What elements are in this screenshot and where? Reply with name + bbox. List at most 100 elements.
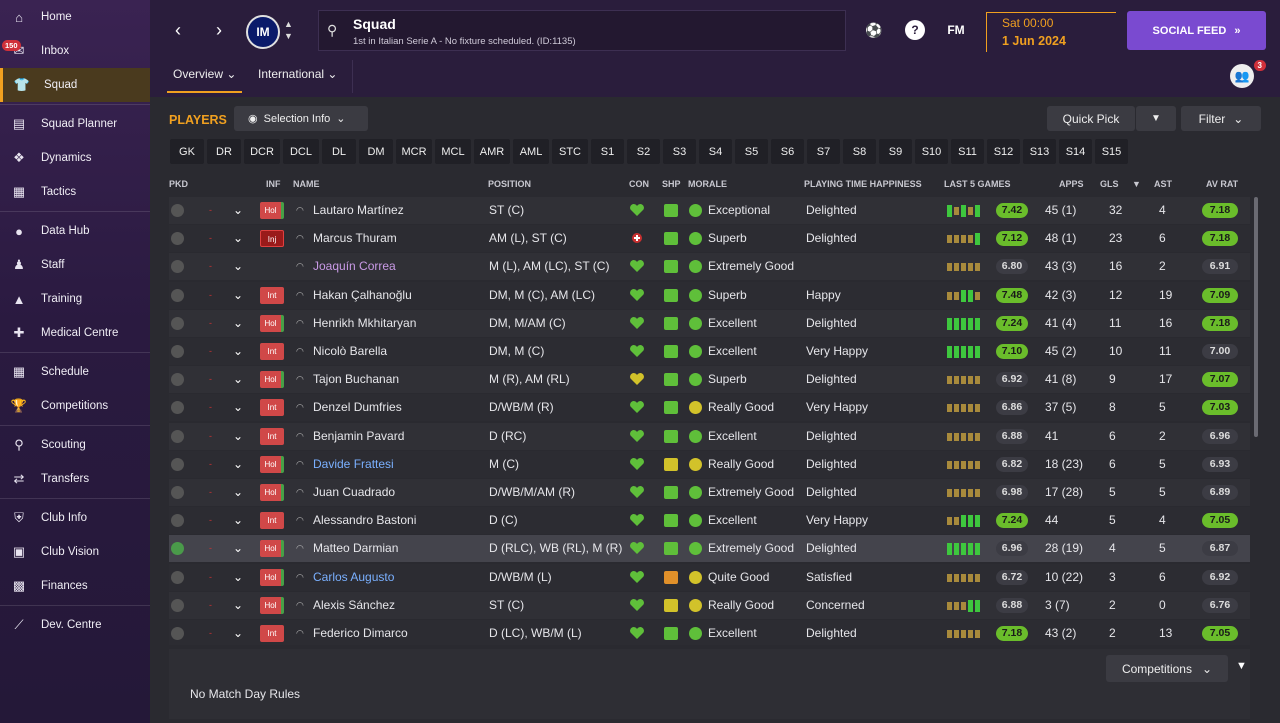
player-name[interactable]: Benjamin Pavard: [313, 428, 405, 443]
player-name[interactable]: Marcus Thuram: [313, 231, 397, 246]
position-filter-s11[interactable]: S11: [951, 139, 984, 164]
table-row[interactable]: - ⌄ Hol ◠ Tajon Buchanan M (R), AM (RL) Superb…: [169, 366, 1250, 394]
player-name[interactable]: Nicolò Barella: [313, 344, 388, 358]
picked-indicator[interactable]: [171, 457, 184, 471]
quick-pick-button[interactable]: Quick Pick: [1047, 106, 1135, 131]
position-filter-dl[interactable]: DL: [322, 139, 356, 164]
row-chevron-down-icon[interactable]: ⌄: [233, 541, 244, 556]
table-row[interactable]: - ⌄ Hol ◠ Davide Frattesi M (C) Really Good Del…: [169, 450, 1250, 478]
sidebar-item-dynamics[interactable]: ❖ Dynamics: [0, 141, 150, 175]
col-playing-time-happiness[interactable]: PLAYING TIME HAPPINESS: [804, 179, 922, 189]
help-icon[interactable]: ?: [905, 20, 925, 40]
position-filter-dm[interactable]: DM: [359, 139, 393, 164]
table-row[interactable]: - ⌄ Inj ◠ Marcus Thuram AM (L), ST (C) Superb D…: [169, 225, 1250, 253]
picked-indicator[interactable]: [171, 627, 184, 640]
col-morale[interactable]: MORALE: [688, 179, 727, 189]
position-filter-s8[interactable]: S8: [843, 139, 876, 164]
position-filter-s9[interactable]: S9: [879, 139, 912, 164]
table-row[interactable]: - ⌄ Int ◠ Federico Dimarco D (LC), WB/M (L) Ex…: [169, 620, 1250, 645]
row-chevron-down-icon[interactable]: ⌄: [233, 372, 244, 387]
row-chevron-down-icon[interactable]: ⌄: [233, 287, 244, 302]
position-filter-mcr[interactable]: MCR: [396, 139, 432, 164]
col-gls[interactable]: GLS: [1100, 179, 1119, 189]
sidebar-item-finances[interactable]: ▩ Finances: [0, 569, 150, 603]
sidebar-item-schedule[interactable]: ▦ Schedule: [0, 355, 150, 389]
sidebar-item-squad[interactable]: 👕 Squad: [0, 68, 150, 102]
position-filter-s15[interactable]: S15: [1095, 139, 1128, 164]
col-inf[interactable]: INF: [266, 179, 281, 189]
col-ast[interactable]: AST: [1154, 179, 1172, 189]
position-filter-dcl[interactable]: DCL: [283, 139, 319, 164]
row-chevron-down-icon[interactable]: ⌄: [233, 597, 244, 612]
position-filter-s10[interactable]: S10: [915, 139, 948, 164]
col-last5[interactable]: LAST 5 GAMES: [944, 179, 1011, 189]
notifications-icon[interactable]: 👥: [1230, 64, 1254, 88]
position-filter-s14[interactable]: S14: [1059, 139, 1092, 164]
expand-chevron-down-icon[interactable]: ▼: [1236, 660, 1247, 672]
table-row[interactable]: - ⌄ ◠ Joaquín Correa M (L), AM (LC), ST (C) E…: [169, 253, 1250, 281]
col-av-rat[interactable]: AV RAT: [1206, 179, 1239, 189]
position-filter-aml[interactable]: AML: [513, 139, 549, 164]
filter-button[interactable]: Filter ⌄: [1181, 106, 1261, 131]
row-chevron-down-icon[interactable]: ⌄: [233, 231, 244, 246]
position-filter-amr[interactable]: AMR: [474, 139, 510, 164]
table-scrollbar[interactable]: [1254, 197, 1258, 437]
back-button[interactable]: ‹: [175, 20, 181, 40]
table-row[interactable]: - ⌄ Hol ◠ Lautaro Martínez ST (C) Exceptional D…: [169, 197, 1250, 224]
date-display[interactable]: Sat 00:00 1 Jun 2024: [986, 12, 1116, 52]
club-switch-arrows-icon[interactable]: ▲ ▼: [284, 19, 293, 41]
row-chevron-down-icon[interactable]: ⌄: [233, 626, 244, 640]
position-filter-dr[interactable]: DR: [207, 139, 241, 164]
player-name[interactable]: Hakan Çalhanoğlu: [313, 287, 412, 302]
position-filter-s5[interactable]: S5: [735, 139, 768, 164]
picked-indicator[interactable]: [171, 232, 184, 246]
player-name[interactable]: Henrikh Mkhitaryan: [313, 315, 417, 330]
club-badge-icon[interactable]: IM: [246, 15, 280, 49]
picked-indicator[interactable]: [171, 401, 184, 415]
table-row[interactable]: - ⌄ Int ◠ Benjamin Pavard D (RC) Excellent Deli…: [169, 422, 1250, 450]
table-row[interactable]: - ⌄ Hol ◠ Carlos Augusto D/WB/M (L) Quite Good…: [169, 563, 1250, 591]
col-pkd[interactable]: PKD: [169, 179, 189, 189]
player-name[interactable]: Federico Dimarco: [313, 626, 408, 640]
row-chevron-down-icon[interactable]: ⌄: [233, 569, 244, 584]
player-name[interactable]: Joaquín Correa: [313, 259, 396, 274]
row-chevron-down-icon[interactable]: ⌄: [233, 400, 244, 415]
position-filter-s7[interactable]: S7: [807, 139, 840, 164]
position-filter-s13[interactable]: S13: [1023, 139, 1056, 164]
picked-indicator[interactable]: [171, 316, 184, 330]
sidebar-item-tactics[interactable]: ▦ Tactics: [0, 175, 150, 209]
table-row[interactable]: - ⌄ Hol ◠ Juan Cuadrado D/WB/M/AM (R) Extremel…: [169, 479, 1250, 506]
player-name[interactable]: Alessandro Bastoni: [313, 513, 417, 528]
row-chevron-down-icon[interactable]: ⌄: [233, 259, 244, 274]
table-row[interactable]: - ⌄ Hol ◠ Henrikh Mkhitaryan DM, M/AM (C) Exce…: [169, 309, 1250, 337]
position-filter-s1[interactable]: S1: [591, 139, 624, 164]
picked-indicator[interactable]: [171, 514, 184, 528]
row-chevron-down-icon[interactable]: ⌄: [233, 428, 244, 443]
table-row[interactable]: - ⌄ Int ◠ Denzel Dumfries D/WB/M (R) Really Go…: [169, 394, 1250, 422]
quick-pick-chevron-down-icon[interactable]: ▼: [1136, 106, 1176, 131]
player-name[interactable]: Tajon Buchanan: [313, 372, 400, 387]
player-name[interactable]: Lautaro Martínez: [313, 203, 404, 217]
row-chevron-down-icon[interactable]: ⌄: [233, 344, 244, 358]
picked-indicator[interactable]: [171, 542, 184, 556]
trophy-globe-icon[interactable]: ⚽: [865, 22, 883, 38]
row-chevron-down-icon[interactable]: ⌄: [233, 485, 244, 499]
col-con[interactable]: CON: [629, 179, 649, 189]
picked-indicator[interactable]: [171, 429, 184, 443]
table-row[interactable]: - ⌄ Hol ◠ Matteo Darmian D (RLC), WB (RL), M …: [169, 535, 1250, 563]
col-position[interactable]: POSITION: [488, 179, 532, 189]
position-filter-s4[interactable]: S4: [699, 139, 732, 164]
picked-indicator[interactable]: [171, 598, 184, 612]
position-filter-s12[interactable]: S12: [987, 139, 1020, 164]
position-filter-stc[interactable]: STC: [552, 139, 588, 164]
sidebar-item-staff[interactable]: ♟ Staff: [0, 248, 150, 282]
sidebar-item-club-info[interactable]: ⛨ Club Info: [0, 501, 150, 535]
picked-indicator[interactable]: [171, 373, 184, 387]
player-name[interactable]: Alexis Sánchez: [313, 597, 396, 612]
position-filter-s2[interactable]: S2: [627, 139, 660, 164]
player-name[interactable]: Davide Frattesi: [313, 456, 394, 471]
social-feed-button[interactable]: SOCIAL FEED »: [1127, 11, 1266, 50]
col-apps[interactable]: APPS: [1059, 179, 1084, 189]
table-row[interactable]: - ⌄ Int ◠ Alessandro Bastoni D (C) Excellent Ve…: [169, 507, 1250, 535]
picked-indicator[interactable]: [171, 486, 184, 499]
